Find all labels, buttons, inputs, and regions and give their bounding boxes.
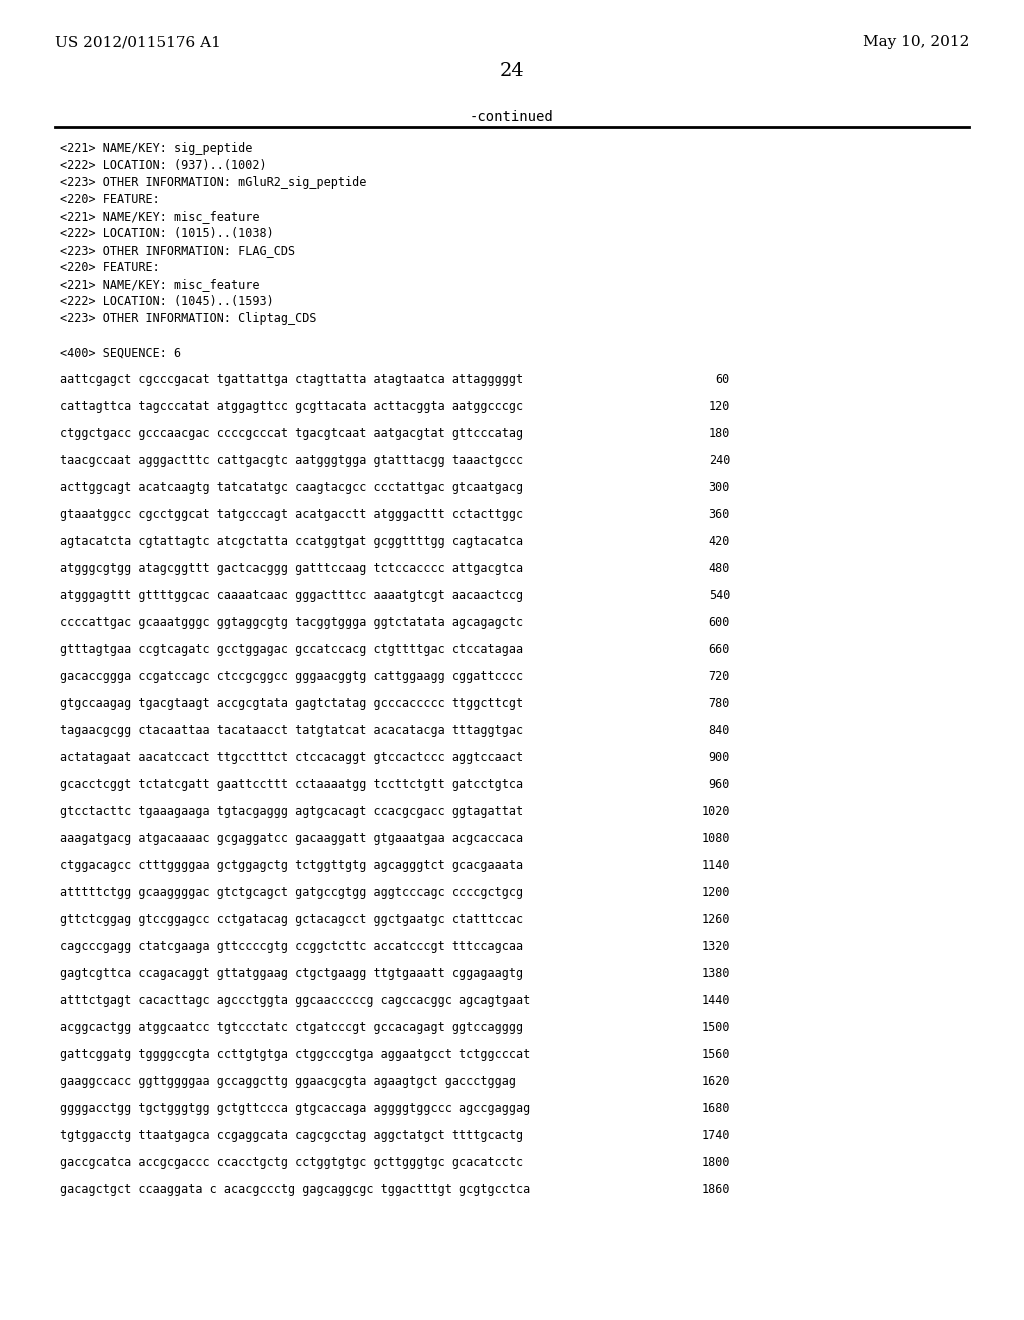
Text: gaccgcatca accgcgaccc ccacctgctg cctggtgtgc gcttgggtgc gcacatcctc: gaccgcatca accgcgaccc ccacctgctg cctggtg…: [60, 1156, 523, 1170]
Text: 1260: 1260: [701, 913, 730, 927]
Text: 1440: 1440: [701, 994, 730, 1007]
Text: gcacctcggt tctatcgatt gaattccttt cctaaaatgg tccttctgtt gatcctgtca: gcacctcggt tctatcgatt gaattccttt cctaaaa…: [60, 777, 523, 791]
Text: gacagctgct ccaaggata c acacgccctg gagcaggcgc tggactttgt gcgtgcctca: gacagctgct ccaaggata c acacgccctg gagcag…: [60, 1183, 530, 1196]
Text: 900: 900: [709, 751, 730, 764]
Text: atgggcgtgg atagcggttt gactcacggg gatttccaag tctccacccc attgacgtca: atgggcgtgg atagcggttt gactcacggg gatttcc…: [60, 562, 523, 576]
Text: 60: 60: [716, 374, 730, 385]
Text: 1080: 1080: [701, 832, 730, 845]
Text: acttggcagt acatcaagtg tatcatatgc caagtacgcc ccctattgac gtcaatgacg: acttggcagt acatcaagtg tatcatatgc caagtac…: [60, 480, 523, 494]
Text: <220> FEATURE:: <220> FEATURE:: [60, 261, 160, 275]
Text: US 2012/0115176 A1: US 2012/0115176 A1: [55, 36, 221, 49]
Text: 540: 540: [709, 589, 730, 602]
Text: 960: 960: [709, 777, 730, 791]
Text: 1560: 1560: [701, 1048, 730, 1061]
Text: acggcactgg atggcaatcc tgtccctatc ctgatcccgt gccacagagt ggtccagggg: acggcactgg atggcaatcc tgtccctatc ctgatcc…: [60, 1020, 523, 1034]
Text: atttctgagt cacacttagc agccctggta ggcaacccccg cagccacggc agcagtgaat: atttctgagt cacacttagc agccctggta ggcaacc…: [60, 994, 530, 1007]
Text: 120: 120: [709, 400, 730, 413]
Text: 180: 180: [709, 426, 730, 440]
Text: gtttagtgaa ccgtcagatc gcctggagac gccatccacg ctgttttgac ctccatagaa: gtttagtgaa ccgtcagatc gcctggagac gccatcc…: [60, 643, 523, 656]
Text: gtaaatggcc cgcctggcat tatgcccagt acatgacctt atgggacttt cctacttggc: gtaaatggcc cgcctggcat tatgcccagt acatgac…: [60, 508, 523, 521]
Text: ccccattgac gcaaatgggc ggtaggcgtg tacggtggga ggtctatata agcagagctc: ccccattgac gcaaatgggc ggtaggcgtg tacggtg…: [60, 616, 523, 630]
Text: 420: 420: [709, 535, 730, 548]
Text: <223> OTHER INFORMATION: Cliptag_CDS: <223> OTHER INFORMATION: Cliptag_CDS: [60, 312, 316, 325]
Text: actatagaat aacatccact ttgcctttct ctccacaggt gtccactccc aggtccaact: actatagaat aacatccact ttgcctttct ctccaca…: [60, 751, 523, 764]
Text: gattcggatg tggggccgta ccttgtgtga ctggcccgtga aggaatgcct tctggcccat: gattcggatg tggggccgta ccttgtgtga ctggccc…: [60, 1048, 530, 1061]
Text: <222> LOCATION: (1045)..(1593): <222> LOCATION: (1045)..(1593): [60, 294, 273, 308]
Text: May 10, 2012: May 10, 2012: [862, 36, 969, 49]
Text: 720: 720: [709, 671, 730, 682]
Text: tagaacgcgg ctacaattaa tacataacct tatgtatcat acacatacga tttaggtgac: tagaacgcgg ctacaattaa tacataacct tatgtat…: [60, 723, 523, 737]
Text: <223> OTHER INFORMATION: FLAG_CDS: <223> OTHER INFORMATION: FLAG_CDS: [60, 244, 295, 257]
Text: 1800: 1800: [701, 1156, 730, 1170]
Text: 1860: 1860: [701, 1183, 730, 1196]
Text: aattcgagct cgcccgacat tgattattga ctagttatta atagtaatca attagggggt: aattcgagct cgcccgacat tgattattga ctagtta…: [60, 374, 523, 385]
Text: atttttctgg gcaaggggac gtctgcagct gatgccgtgg aggtcccagc ccccgctgcg: atttttctgg gcaaggggac gtctgcagct gatgccg…: [60, 886, 523, 899]
Text: 660: 660: [709, 643, 730, 656]
Text: atgggagttt gttttggcac caaaatcaac gggactttcc aaaatgtcgt aacaactccg: atgggagttt gttttggcac caaaatcaac gggactt…: [60, 589, 523, 602]
Text: <221> NAME/KEY: misc_feature: <221> NAME/KEY: misc_feature: [60, 210, 259, 223]
Text: <220> FEATURE:: <220> FEATURE:: [60, 193, 160, 206]
Text: gtcctacttc tgaaagaaga tgtacgaggg agtgcacagt ccacgcgacc ggtagattat: gtcctacttc tgaaagaaga tgtacgaggg agtgcac…: [60, 805, 523, 818]
Text: 1740: 1740: [701, 1129, 730, 1142]
Text: 480: 480: [709, 562, 730, 576]
Text: -continued: -continued: [470, 110, 554, 124]
Text: 840: 840: [709, 723, 730, 737]
Text: ctggacagcc ctttggggaa gctggagctg tctggttgtg agcagggtct gcacgaaata: ctggacagcc ctttggggaa gctggagctg tctggtt…: [60, 859, 523, 873]
Text: <223> OTHER INFORMATION: mGluR2_sig_peptide: <223> OTHER INFORMATION: mGluR2_sig_pept…: [60, 176, 367, 189]
Text: 1500: 1500: [701, 1020, 730, 1034]
Text: cattagttca tagcccatat atggagttcc gcgttacata acttacggta aatggcccgc: cattagttca tagcccatat atggagttcc gcgttac…: [60, 400, 523, 413]
Text: agtacatcta cgtattagtc atcgctatta ccatggtgat gcggttttgg cagtacatca: agtacatcta cgtattagtc atcgctatta ccatggt…: [60, 535, 523, 548]
Text: taacgccaat agggactttc cattgacgtc aatgggtgga gtatttacgg taaactgccc: taacgccaat agggactttc cattgacgtc aatgggt…: [60, 454, 523, 467]
Text: gaaggccacc ggttggggaa gccaggcttg ggaacgcgta agaagtgct gaccctggag: gaaggccacc ggttggggaa gccaggcttg ggaacgc…: [60, 1074, 516, 1088]
Text: tgtggacctg ttaatgagca ccgaggcata cagcgcctag aggctatgct ttttgcactg: tgtggacctg ttaatgagca ccgaggcata cagcgcc…: [60, 1129, 523, 1142]
Text: 600: 600: [709, 616, 730, 630]
Text: 1620: 1620: [701, 1074, 730, 1088]
Text: gacaccggga ccgatccagc ctccgcggcc gggaacggtg cattggaagg cggattcccc: gacaccggga ccgatccagc ctccgcggcc gggaacg…: [60, 671, 523, 682]
Text: 1380: 1380: [701, 968, 730, 979]
Text: <400> SEQUENCE: 6: <400> SEQUENCE: 6: [60, 347, 181, 360]
Text: <222> LOCATION: (937)..(1002): <222> LOCATION: (937)..(1002): [60, 158, 266, 172]
Text: 1020: 1020: [701, 805, 730, 818]
Text: 360: 360: [709, 508, 730, 521]
Text: 1140: 1140: [701, 859, 730, 873]
Text: 240: 240: [709, 454, 730, 467]
Text: ggggacctgg tgctgggtgg gctgttccca gtgcaccaga aggggtggccc agccgaggag: ggggacctgg tgctgggtgg gctgttccca gtgcacc…: [60, 1102, 530, 1115]
Text: <222> LOCATION: (1015)..(1038): <222> LOCATION: (1015)..(1038): [60, 227, 273, 240]
Text: gagtcgttca ccagacaggt gttatggaag ctgctgaagg ttgtgaaatt cggagaagtg: gagtcgttca ccagacaggt gttatggaag ctgctga…: [60, 968, 523, 979]
Text: cagcccgagg ctatcgaaga gttccccgtg ccggctcttc accatcccgt tttccagcaa: cagcccgagg ctatcgaaga gttccccgtg ccggctc…: [60, 940, 523, 953]
Text: gtgccaagag tgacgtaagt accgcgtata gagtctatag gcccaccccc ttggcttcgt: gtgccaagag tgacgtaagt accgcgtata gagtcta…: [60, 697, 523, 710]
Text: 24: 24: [500, 62, 524, 81]
Text: 1320: 1320: [701, 940, 730, 953]
Text: 1680: 1680: [701, 1102, 730, 1115]
Text: 1200: 1200: [701, 886, 730, 899]
Text: gttctcggag gtccggagcc cctgatacag gctacagcct ggctgaatgc ctatttccac: gttctcggag gtccggagcc cctgatacag gctacag…: [60, 913, 523, 927]
Text: <221> NAME/KEY: misc_feature: <221> NAME/KEY: misc_feature: [60, 279, 259, 290]
Text: 780: 780: [709, 697, 730, 710]
Text: ctggctgacc gcccaacgac ccccgcccat tgacgtcaat aatgacgtat gttcccatag: ctggctgacc gcccaacgac ccccgcccat tgacgtc…: [60, 426, 523, 440]
Text: <221> NAME/KEY: sig_peptide: <221> NAME/KEY: sig_peptide: [60, 143, 252, 154]
Text: aaagatgacg atgacaaaac gcgaggatcc gacaaggatt gtgaaatgaa acgcaccaca: aaagatgacg atgacaaaac gcgaggatcc gacaagg…: [60, 832, 523, 845]
Text: 300: 300: [709, 480, 730, 494]
